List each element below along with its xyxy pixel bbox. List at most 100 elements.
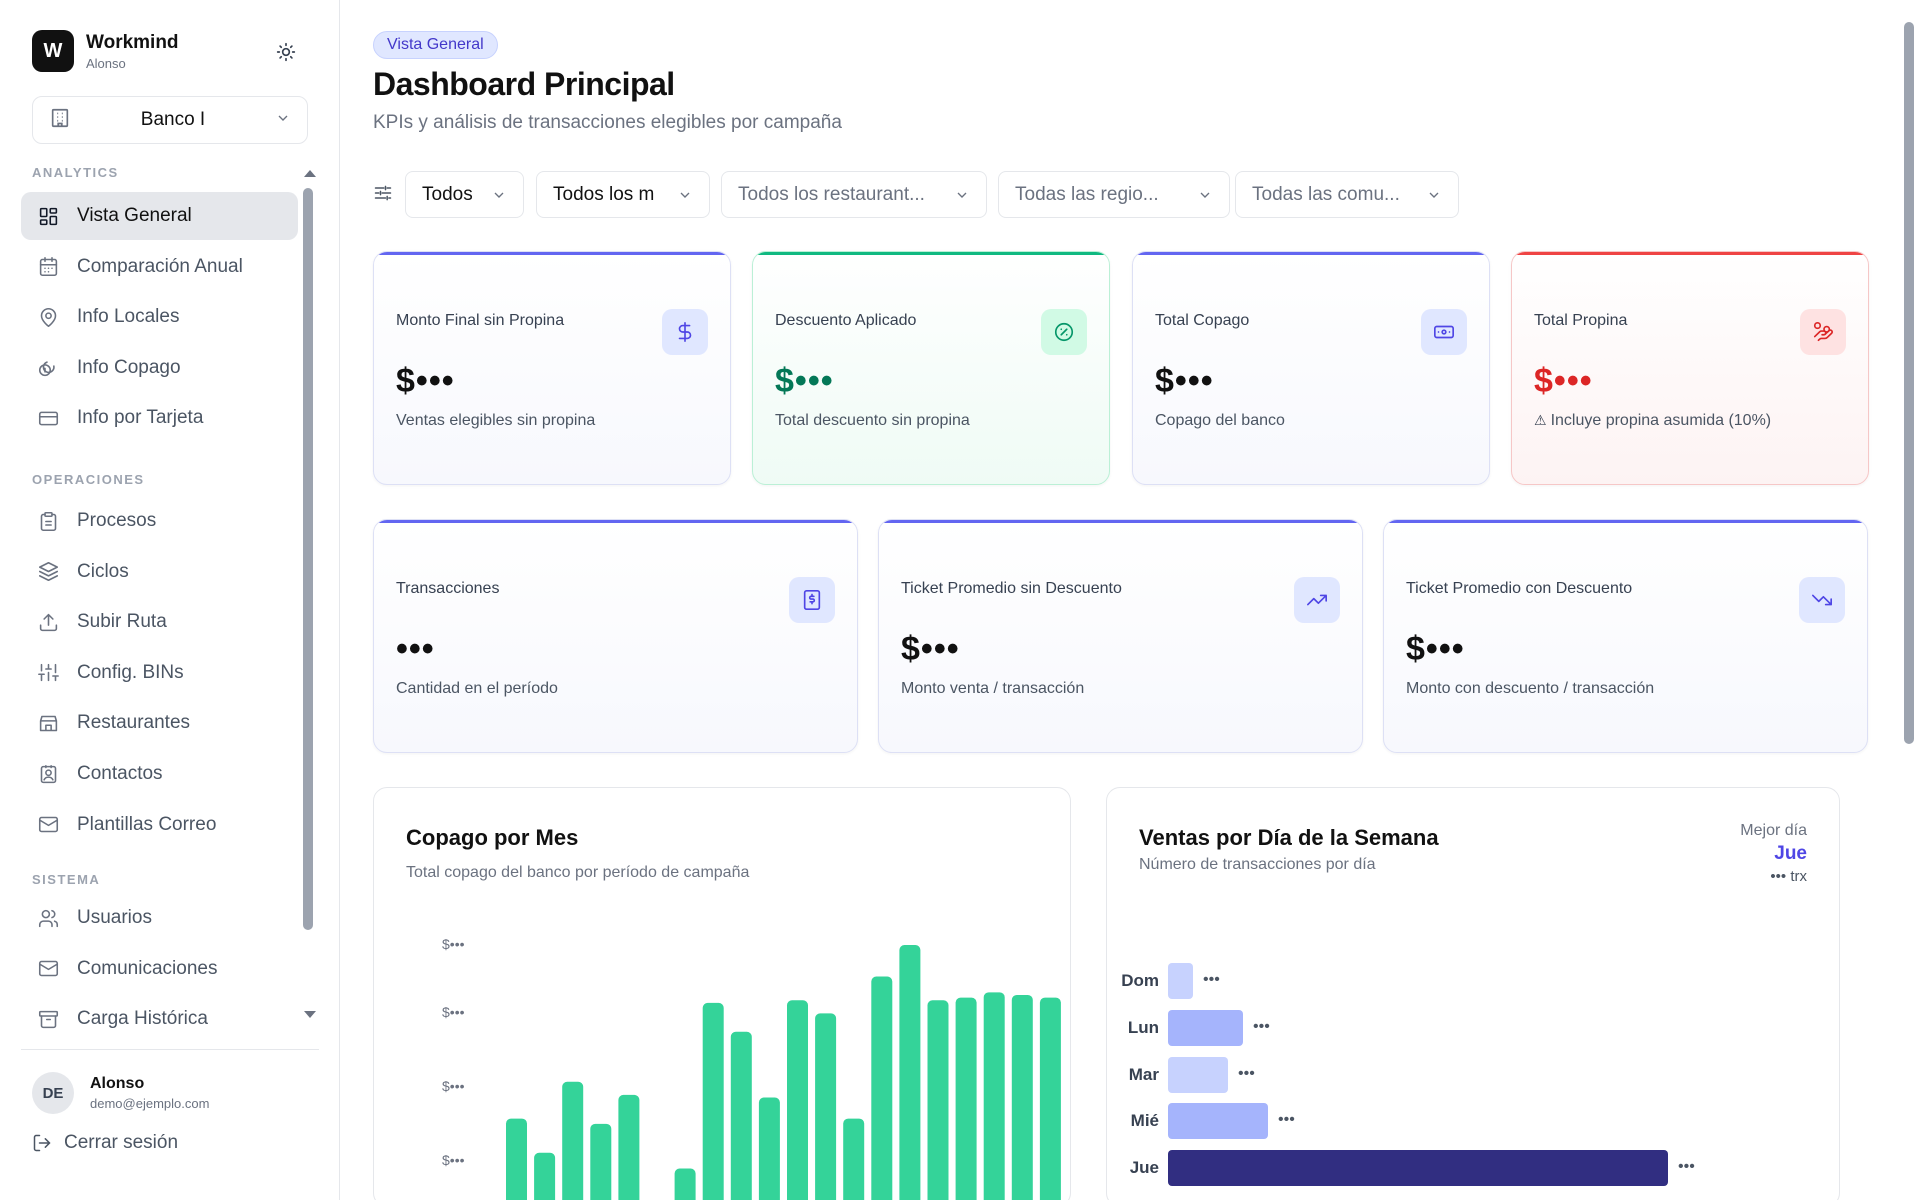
- day-label: Lun: [1127, 1018, 1159, 1037]
- user-profile[interactable]: DE Alonso demo@ejemplo.com: [32, 1072, 209, 1114]
- logout-button[interactable]: Cerrar sesión: [32, 1132, 178, 1154]
- kpi-accent-bar: [1384, 520, 1867, 523]
- divider: [21, 1049, 319, 1050]
- day-bar[interactable]: [1168, 1010, 1243, 1046]
- sidebar-item-info-copago[interactable]: Info Copago: [21, 344, 298, 392]
- sidebar-item-plantillas-correo[interactable]: Plantillas Correo: [21, 801, 298, 849]
- map-pin-icon: [37, 306, 59, 328]
- organization-select[interactable]: Banco I: [32, 96, 308, 144]
- filter-select[interactable]: Todos los m: [536, 171, 710, 218]
- brand-name: Workmind: [86, 31, 179, 53]
- log-out-icon: [32, 1133, 52, 1153]
- day-label: Jue: [1129, 1158, 1159, 1177]
- sidebar-item-usuarios[interactable]: Usuarios: [21, 894, 298, 942]
- copago-bar[interactable]: [1011, 994, 1033, 1200]
- kpi-card: Descuento Aplicado $••• Total descuento si…: [752, 251, 1110, 485]
- copago-bar[interactable]: [758, 1097, 780, 1200]
- copago-bar[interactable]: [590, 1123, 612, 1200]
- filter-select[interactable]: Todos: [405, 171, 524, 218]
- scroll-up-arrow[interactable]: [304, 170, 316, 177]
- copago-bar[interactable]: [618, 1094, 640, 1200]
- sidebar-item-label: Comunicaciones: [77, 957, 218, 979]
- avatar: DE: [32, 1072, 74, 1114]
- kpi-value: $•••: [775, 362, 834, 400]
- filter-select-value: Todas las regio...: [1015, 183, 1159, 205]
- page-scrollbar-thumb[interactable]: [1904, 22, 1914, 744]
- filter-select[interactable]: Todos los restaurant...: [721, 171, 987, 218]
- sun-icon[interactable]: [272, 38, 300, 66]
- kpi-card: Ticket Promedio sin Descuento $••• Monto v…: [878, 519, 1363, 753]
- day-bar[interactable]: [1168, 1103, 1268, 1139]
- kpi-value: $•••: [1406, 630, 1465, 668]
- sidebar-item-config-bins[interactable]: Config. BINs: [21, 649, 298, 697]
- sidebar-item-comparacion-anual[interactable]: Comparación Anual: [21, 243, 298, 291]
- kpi-title: Transacciones: [396, 580, 500, 597]
- ventas-chart-subtitle: Número de transacciones por día: [1139, 856, 1376, 873]
- best-day-value: Jue: [1774, 843, 1807, 864]
- logout-label: Cerrar sesión: [64, 1132, 179, 1153]
- copago-bar[interactable]: [843, 1118, 865, 1200]
- layers-icon: [37, 561, 59, 583]
- best-day-summary: Mejor día Jue ••• trx: [1740, 822, 1807, 885]
- sidebar-item-restaurantes[interactable]: Restaurantes: [21, 699, 298, 747]
- copago-bar[interactable]: [730, 1031, 752, 1200]
- copago-bar[interactable]: [506, 1118, 527, 1200]
- filter-select[interactable]: Todas las regio...: [998, 171, 1230, 218]
- copago-bar[interactable]: [1039, 997, 1061, 1200]
- kpi-card: Total Copago $••• Copago del banco: [1132, 251, 1490, 485]
- chevron-down-icon: [954, 187, 970, 203]
- sidebar-item-procesos[interactable]: Procesos: [21, 497, 298, 545]
- kpi-subtitle: ⚠ Incluye propina asumida (10%): [1534, 412, 1771, 430]
- filter-select[interactable]: Todas las comu...: [1235, 171, 1459, 218]
- sidebar-item-carga-historica[interactable]: Carga Histórica: [21, 995, 298, 1043]
- kpi-subtitle: Total descuento sin propina: [775, 412, 970, 430]
- sidebar-item-subir-ruta[interactable]: Subir Ruta: [21, 598, 298, 646]
- copago-bar[interactable]: [927, 1000, 949, 1200]
- scroll-down-arrow[interactable]: [304, 1011, 316, 1018]
- chevron-down-icon: [275, 110, 291, 131]
- sidebar-item-ciclos[interactable]: Ciclos: [21, 548, 298, 596]
- day-bar[interactable]: [1168, 963, 1193, 999]
- calendar-icon: [37, 256, 59, 278]
- sidebar-item-vista-general[interactable]: Vista General: [21, 192, 298, 240]
- kpi-accent-bar: [1512, 252, 1868, 255]
- day-label: Mar: [1128, 1065, 1159, 1084]
- copago-bar[interactable]: [871, 976, 893, 1200]
- day-bar[interactable]: [1168, 1150, 1668, 1186]
- chevron-down-icon: [491, 187, 507, 203]
- day-bar[interactable]: [1168, 1057, 1228, 1093]
- copago-bar[interactable]: [702, 1002, 724, 1200]
- mail-icon: [37, 814, 59, 836]
- sliders-icon: [37, 662, 59, 684]
- copago-bar[interactable]: [815, 1013, 837, 1200]
- kpi-accent-bar: [374, 252, 730, 255]
- y-tick-label: $•••: [442, 1004, 465, 1020]
- sidebar-scrollbar-thumb[interactable]: [303, 188, 313, 930]
- copago-bar[interactable]: [562, 1081, 584, 1200]
- sidebar-item-contactos[interactable]: Contactos: [21, 750, 298, 798]
- copago-bar[interactable]: [899, 945, 921, 1200]
- copago-bar[interactable]: [787, 1000, 808, 1200]
- chevron-down-icon: [1197, 187, 1213, 203]
- y-tick-label: $•••: [442, 1152, 465, 1168]
- ventas-chart-card: Ventas por Día de la Semana Número de tr…: [1106, 787, 1840, 1200]
- sidebar-item-label: Contactos: [77, 763, 163, 784]
- sidebar-item-info-por-tarjeta[interactable]: Info por Tarjeta: [21, 394, 298, 442]
- y-tick-label: $•••: [442, 936, 465, 952]
- day-label: Mié: [1130, 1111, 1159, 1130]
- copago-bar[interactable]: [983, 992, 1005, 1200]
- kpi-accent-bar: [879, 520, 1362, 523]
- kpi-subtitle: Cantidad en el período: [396, 680, 558, 697]
- kpi-accent-bar: [753, 252, 1109, 255]
- sidebar-item-info-locales[interactable]: Info Locales: [21, 293, 298, 341]
- filter-select-value: Todos los restaurant...: [738, 183, 925, 205]
- day-bar-value: •••: [1253, 1018, 1270, 1035]
- trending-down-icon: [1799, 577, 1845, 623]
- profile-email: demo@ejemplo.com: [90, 1096, 210, 1111]
- nav-section-title: ANALYTICS: [32, 165, 119, 180]
- sidebar-item-comunicaciones[interactable]: Comunicaciones: [21, 945, 298, 993]
- copago-bar[interactable]: [534, 1152, 556, 1200]
- copago-bar[interactable]: [955, 997, 977, 1200]
- copago-bar[interactable]: [674, 1168, 696, 1200]
- y-tick-label: $•••: [442, 1078, 465, 1094]
